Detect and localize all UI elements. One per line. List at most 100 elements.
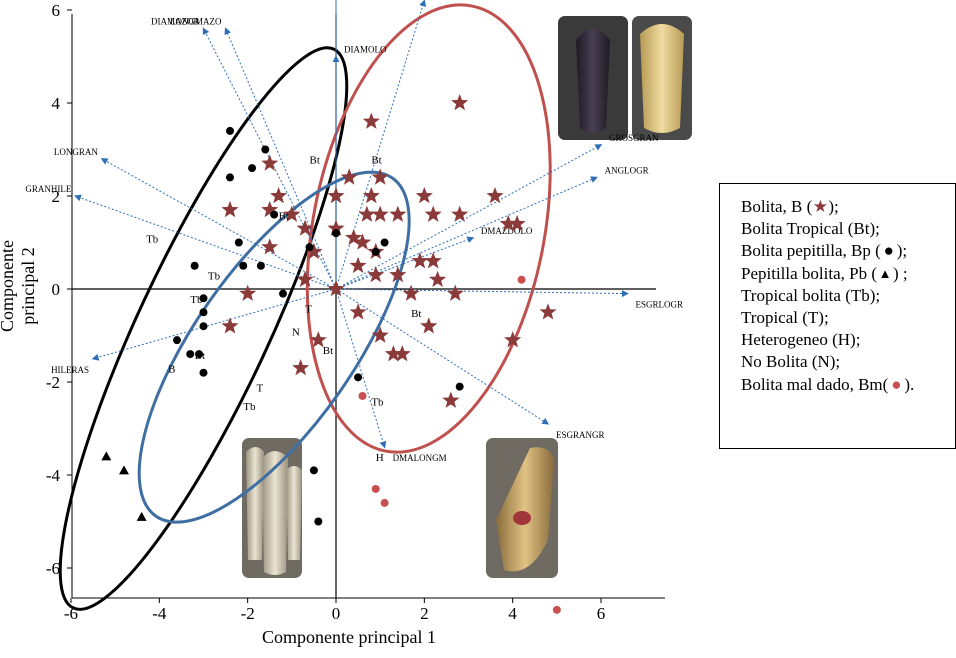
x-axis-title: Componente principal 1 (262, 627, 436, 647)
x-tick-label: 4 (508, 604, 517, 623)
vector-label-esgrangr: ESGRANGR (556, 430, 605, 440)
point-bolita (508, 214, 526, 232)
point-bolita (362, 187, 380, 204)
point-label: Bt (411, 308, 421, 320)
y-tick-label: -6 (46, 559, 60, 578)
vector-label-grosgran: GROSGRAN (609, 133, 659, 143)
y-axis-title: Componente principal 2 (0, 240, 38, 332)
point-bolita (429, 270, 447, 287)
point-label: Bt (195, 350, 205, 362)
legend: Bolita, B (★); Bolita Tropical (Bt); Bol… (719, 183, 956, 449)
point-bolita-pepitilla (186, 350, 195, 359)
point-label: Bt (309, 154, 319, 166)
legend-item-bolita-tropical: Bolita Tropical (Bt); (741, 218, 955, 240)
point-bolita-pepitilla (248, 164, 257, 173)
circle-icon: ● (891, 374, 902, 394)
point-bolita-pepitilla (332, 229, 340, 238)
legend-text: Bolita, B ( (741, 197, 813, 217)
point-bolita-pepitilla (354, 373, 363, 382)
vector-label-dmazdolo: DMAZDOLO (481, 226, 533, 236)
vector-dmalongm (335, 288, 387, 449)
vector-label-anglogr: ANGLOGR (605, 165, 649, 175)
point-bolita-pepitilla (314, 517, 323, 526)
legend-text: ); (828, 197, 839, 217)
y-tick-label: 0 (52, 280, 61, 299)
legend-item-bolita-mal-dado: Bolita mal dado, Bm(●). (741, 374, 955, 396)
legend-text: Bolita pepitilla, Bp ( (741, 241, 881, 261)
point-bolita (309, 331, 327, 348)
point-label: Tb (190, 294, 203, 306)
point-bolita (446, 284, 464, 301)
point-bolita (415, 187, 433, 204)
point-bolita-pepitilla (199, 368, 208, 377)
y-tick-label: 6 (52, 1, 61, 20)
point-bolita-pepitilla (455, 382, 464, 391)
point-label: Tb (146, 234, 159, 246)
legend-text: ). (904, 374, 915, 394)
legend-item-bolita: Bolita, B (★); (741, 196, 955, 218)
x-tick-label: 6 (597, 604, 606, 623)
legend-text: ) ; (893, 263, 908, 283)
photo-dark-maize-cob (558, 16, 628, 140)
vector-granhile (74, 194, 337, 290)
point-bolita-pepitilla (371, 247, 380, 256)
vector-longmazo (224, 27, 337, 290)
point-label: Tb (371, 396, 384, 408)
point-bolita (424, 252, 442, 269)
legend-text: ); (896, 241, 908, 261)
point-pepitilla-bolita (136, 511, 147, 521)
point-bolita (442, 391, 460, 408)
legend-item-pepitilla-bolita: Pepitilla bolita, Pb (▲) ; (741, 263, 955, 285)
point-bolita-mal-dado (380, 498, 389, 507)
point-bolita (402, 284, 420, 301)
point-bolita (296, 219, 314, 236)
star-icon: ★ (812, 197, 828, 217)
point-bolita (353, 233, 372, 250)
point-bolita (371, 326, 389, 343)
photo-yellow-maize-cob (632, 16, 692, 140)
point-label: N (292, 327, 300, 339)
legend-item-bolita-pepitilla: Bolita pepitilla, Bp (●); (741, 240, 955, 262)
legend-text: Pepitilla bolita, Pb ( (741, 263, 877, 283)
point-label: Bt (371, 154, 381, 166)
point-label: Bt (279, 210, 289, 222)
point-bolita (358, 205, 376, 222)
legend-text: Tropical (T); (741, 308, 829, 328)
legend-item-tropical-bolita: Tropical bolita (Tb); (741, 285, 955, 307)
point-label: Bt (323, 345, 333, 357)
point-bolita (389, 266, 407, 283)
y-tick-label: 2 (52, 187, 61, 206)
point-label: Tb (243, 401, 256, 413)
point-bolita (371, 205, 389, 222)
vector-dmazdolo (335, 236, 475, 290)
point-bolita-pepitilla (172, 336, 181, 345)
x-tick-label: -4 (152, 604, 167, 623)
point-bolita (340, 168, 358, 185)
point-bolita (270, 187, 288, 204)
photo-damaged-maize-cob (486, 438, 558, 578)
point-label: Tb (208, 271, 221, 283)
point-pepitilla-bolita (118, 465, 129, 475)
vector-label-longran: LONGRAN (54, 147, 98, 157)
point-bolita-pepitilla (195, 350, 204, 359)
y-tick-label: -4 (46, 466, 61, 485)
photo-white-maize-cobs (242, 438, 302, 578)
point-bolita (499, 214, 517, 232)
point-bolita (345, 228, 363, 246)
point-bolita (367, 266, 385, 283)
legend-item-heterogeneo: Heterogeneo (H); (741, 329, 955, 351)
point-bolita-pepitilla (270, 210, 279, 219)
vector-label-longmazo: LONGMAZO (170, 17, 222, 27)
point-label: H (376, 452, 384, 464)
point-bolita (327, 187, 345, 204)
point-bolita (486, 187, 504, 204)
vector-esgrlogr (335, 288, 629, 298)
point-label: B (168, 364, 175, 376)
point-bolita-pepitilla (190, 261, 199, 270)
point-bolita (420, 317, 438, 334)
point-bolita-pepitilla (261, 145, 270, 154)
x-tick-label: 0 (332, 604, 341, 623)
point-bolita-pepitilla (199, 308, 208, 317)
point-label: T (305, 303, 312, 315)
